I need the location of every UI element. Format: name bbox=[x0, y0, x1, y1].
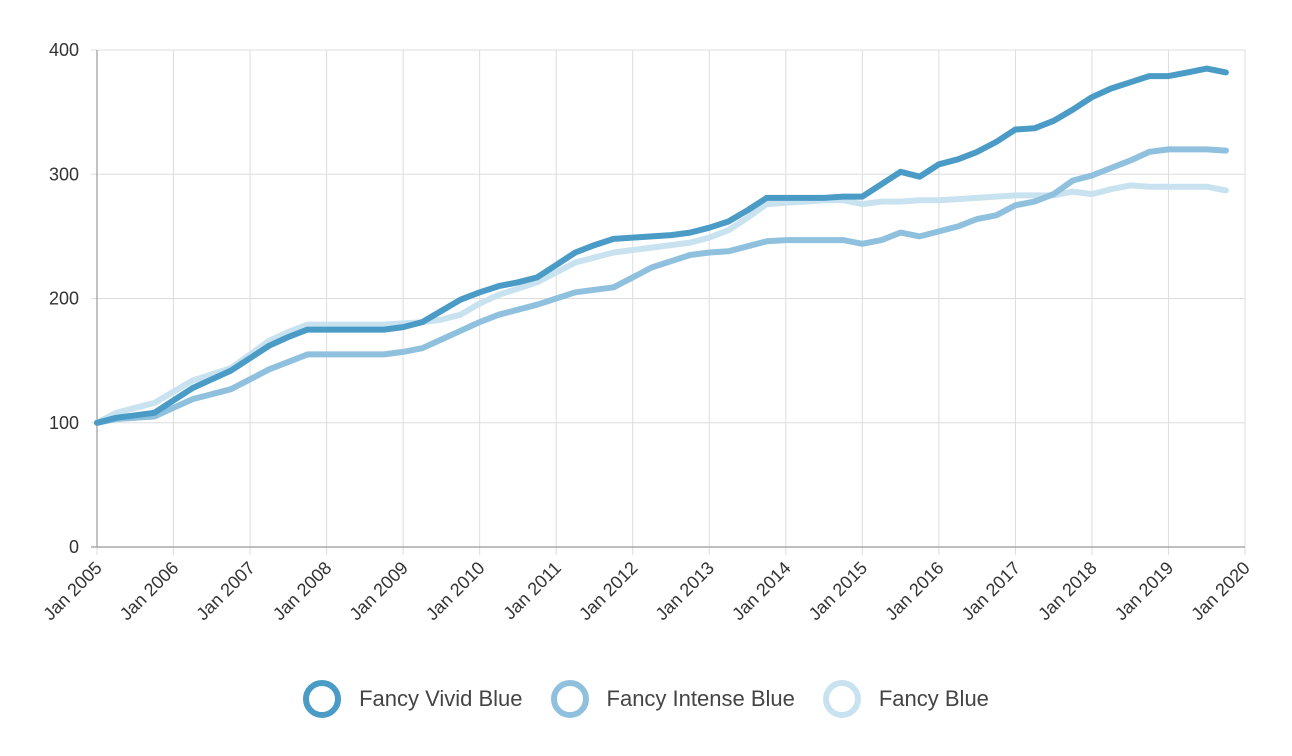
legend-swatch-icon bbox=[822, 680, 861, 718]
y-tick-label: 200 bbox=[49, 289, 79, 309]
x-tick-label: Jan 2010 bbox=[422, 558, 489, 625]
legend-item[interactable]: Fancy Vivid Blue bbox=[303, 680, 523, 718]
x-tick-label: Jan 2016 bbox=[881, 558, 948, 625]
x-tick-label: Jan 2018 bbox=[1034, 558, 1101, 625]
legend-label: Fancy Intense Blue bbox=[606, 686, 795, 711]
legend-item[interactable]: Fancy Blue bbox=[822, 680, 989, 718]
x-tick-label: Jan 2015 bbox=[805, 558, 872, 625]
x-tick-label: Jan 2017 bbox=[958, 558, 1025, 625]
y-tick-label: 100 bbox=[49, 413, 79, 433]
x-tick-label: Jan 2007 bbox=[192, 558, 259, 625]
grid-lines bbox=[91, 49, 1246, 555]
legend: Fancy Vivid Blue Fancy Intense Blue Fancy … bbox=[0, 680, 1292, 718]
y-tick-labels: 0 100 200 300 400 bbox=[49, 40, 79, 557]
x-tick-label: Jan 2008 bbox=[269, 558, 336, 625]
x-tick-label: Jan 2005 bbox=[39, 558, 106, 625]
legend-label: Fancy Vivid Blue bbox=[359, 686, 523, 711]
y-tick-label: 300 bbox=[49, 164, 79, 184]
x-tick-label: Jan 2006 bbox=[116, 558, 183, 625]
x-tick-label: Jan 2009 bbox=[345, 558, 412, 625]
axes bbox=[91, 50, 1245, 548]
y-tick-label: 0 bbox=[69, 537, 79, 557]
x-tick-label: Jan 2011 bbox=[499, 558, 565, 624]
x-tick-label: Jan 2019 bbox=[1111, 558, 1178, 625]
x-tick-label: Jan 2013 bbox=[652, 558, 719, 625]
legend-swatch-icon bbox=[303, 680, 342, 718]
x-tick-label: Jan 2014 bbox=[728, 558, 795, 625]
legend-swatch-icon bbox=[550, 680, 589, 718]
legend-label: Fancy Blue bbox=[878, 686, 989, 711]
series-line-fancy-vivid-blue bbox=[94, 65, 1229, 426]
y-tick-label: 400 bbox=[49, 40, 79, 60]
x-tick-label: Jan 2020 bbox=[1187, 558, 1254, 625]
x-tick-labels: Jan 2005 Jan 2006 Jan 2007 Jan 2008 Jan 2009… bbox=[39, 558, 1254, 625]
series-lines bbox=[94, 65, 1229, 426]
x-tick-label: Jan 2012 bbox=[575, 558, 642, 625]
legend-item[interactable]: Fancy Intense Blue bbox=[550, 680, 795, 718]
series-line-fancy-blue bbox=[94, 182, 1229, 426]
series-line-fancy-intense-blue bbox=[94, 146, 1229, 426]
